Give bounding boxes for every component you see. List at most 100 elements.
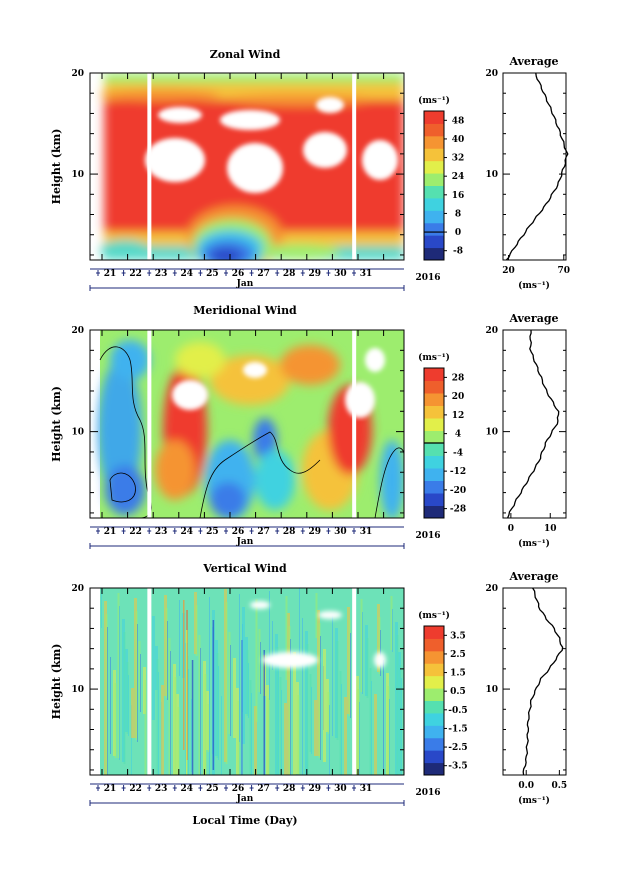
y-tick-label: 10 xyxy=(71,170,84,180)
vertical-streak xyxy=(225,602,228,764)
y-axis-label: Height (km) xyxy=(50,644,63,720)
vertical-streak xyxy=(158,672,159,775)
average-x-label: (ms⁻¹) xyxy=(518,795,550,806)
vertical-streak xyxy=(344,697,347,775)
average-profile-line xyxy=(505,72,569,261)
vertical-streak xyxy=(216,653,219,758)
vertical-streak xyxy=(249,680,252,775)
colorbar-swatch xyxy=(424,443,444,456)
month-label: Jan xyxy=(236,537,254,547)
colorbar-swatch xyxy=(424,468,444,481)
colorbar-tick-label: -8 xyxy=(453,247,463,257)
vertical-streak xyxy=(371,681,372,775)
month-label: Jan xyxy=(236,794,254,804)
vertical-streak xyxy=(105,614,108,775)
y-tick-label: 10 xyxy=(71,685,84,695)
vertical-streak xyxy=(221,696,222,775)
colorbar-swatch xyxy=(424,222,444,236)
vertical-streak xyxy=(107,627,108,775)
vertical-streak xyxy=(302,618,303,775)
vertical-streak xyxy=(198,635,201,775)
day-label: 24 xyxy=(181,269,194,279)
vertical-streak xyxy=(269,591,270,700)
day-label: 30 xyxy=(334,784,347,794)
vertical-streak xyxy=(366,638,369,698)
vertical-streak xyxy=(209,597,210,775)
zonal-heatmap xyxy=(100,73,404,260)
colorbar-tick-label: 0 xyxy=(455,228,461,238)
colorbar-tick-label: 4 xyxy=(455,430,461,440)
vertical-streak xyxy=(285,596,288,680)
vertical-streak xyxy=(251,693,252,775)
month-label: Jan xyxy=(236,279,254,289)
vertical-streak xyxy=(320,636,321,760)
day-label: 23 xyxy=(155,784,168,794)
data-gap-1 xyxy=(352,330,357,518)
day-label: 29 xyxy=(309,784,322,794)
vertical-streak xyxy=(168,638,171,775)
vertical-streak xyxy=(242,607,245,744)
zonal-wind-panel: Zonal Wind xyxy=(100,48,404,260)
vertical-streak xyxy=(191,699,192,772)
average-x-tick-label: 20 xyxy=(502,266,515,276)
average-x-tick-label: 10 xyxy=(544,524,557,534)
colorbar-tick-label: 28 xyxy=(452,373,465,383)
vertical-streak xyxy=(389,699,390,775)
vertical-streak xyxy=(401,678,402,775)
day-label: 28 xyxy=(283,527,296,537)
average-profile-line xyxy=(507,329,560,519)
x-axis-title: Local Time (Day) xyxy=(192,814,297,827)
data-gap-0 xyxy=(147,73,152,260)
y-tick-label: 20 xyxy=(71,584,84,594)
vertical-streak xyxy=(126,662,129,734)
day-label: 31 xyxy=(360,269,373,279)
colorbar-tick-label: 8 xyxy=(455,209,461,219)
plot-frame xyxy=(89,72,405,261)
colorbar-swatch xyxy=(424,638,444,652)
vertical-streak xyxy=(359,702,360,775)
vertical-streak xyxy=(336,641,339,740)
vertical-streak xyxy=(228,632,231,734)
average-x-tick-label: 0.0 xyxy=(518,781,534,791)
average-y-tick-label: 20 xyxy=(485,69,498,79)
vertical-streak xyxy=(297,695,300,775)
vertical-streak xyxy=(255,599,258,722)
panel-axes-0: 20 10 Height (km) 21 22 23 24 25 26 27 28 29 30 31 Jan… xyxy=(50,55,570,291)
colorbar-swatch xyxy=(424,430,444,444)
day-label: 28 xyxy=(283,784,296,794)
vertical-gaps xyxy=(147,588,357,775)
vertical-streak xyxy=(281,690,282,775)
panel-axes-1: 20 10 Height (km) 21 22 23 24 25 26 27 28 29 30 31 Jan… xyxy=(50,312,567,549)
colorbar-tick-label: 32 xyxy=(452,154,465,164)
meridional-gaps xyxy=(147,330,357,518)
vertical-streak-strong xyxy=(183,600,185,750)
vertical-streak xyxy=(248,663,249,718)
vertical-streak xyxy=(156,659,159,775)
average-profile-line xyxy=(522,587,564,776)
zonal-gaps xyxy=(147,73,357,260)
vertical-streak xyxy=(387,686,390,775)
colorbar-tick-label: 20 xyxy=(452,392,465,402)
vertical-streak xyxy=(195,605,198,656)
vertical-streak xyxy=(131,705,132,775)
vertical-streak xyxy=(374,694,377,775)
colorbar-tick-label: 3.5 xyxy=(450,631,466,641)
vertical-streak xyxy=(114,683,117,758)
vertical-streak xyxy=(309,674,312,752)
vertical-streak xyxy=(233,658,236,738)
y-tick-label: 20 xyxy=(71,326,84,336)
vertical-streak xyxy=(276,647,279,775)
colorbar-tick-label: 0.5 xyxy=(450,687,466,697)
average-y-tick-label: 20 xyxy=(485,584,498,594)
vertical-streak xyxy=(200,648,201,775)
vertical-streak xyxy=(378,617,381,674)
vertical-streak xyxy=(350,633,351,718)
average-x-label: (ms⁻¹) xyxy=(518,538,550,549)
vertical-streak xyxy=(161,685,164,775)
colorbar-swatch xyxy=(424,505,444,519)
day-label: 26 xyxy=(232,269,245,279)
day-label: 23 xyxy=(155,269,168,279)
colorbar-tick-label: -1.5 xyxy=(448,724,467,734)
colorbar-swatch xyxy=(424,626,444,639)
year-label: 2016 xyxy=(415,273,440,283)
